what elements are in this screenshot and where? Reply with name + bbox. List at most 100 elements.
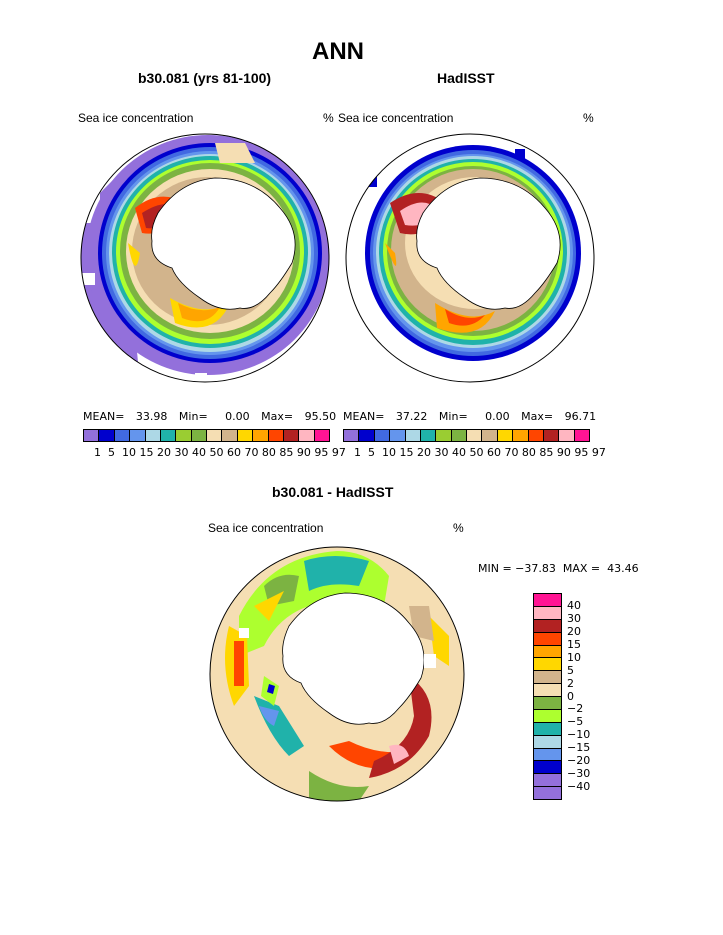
panel2-colorbar-labels: 1 5 10 15 20 30 40 50 60 70 80 85 90 95 …: [354, 446, 606, 459]
colorbar-swatch: [374, 430, 391, 441]
diff-colorbar-swatch: [534, 787, 561, 799]
panel2-min-value: 0.00: [485, 410, 510, 423]
panel2-mean-label: MEAN=: [343, 410, 385, 423]
colorbar-swatch: [344, 430, 360, 441]
panel1-map: [80, 133, 330, 383]
panel1-min-label: Min=: [178, 410, 208, 423]
diff-colorbar-swatch: [534, 684, 561, 697]
colorbar-swatch: [191, 430, 207, 441]
diff-title: b30.081 - HadISST: [272, 484, 394, 500]
diff-units: %: [453, 521, 464, 535]
panel2-map-field: [346, 134, 594, 382]
diff-colorbar-label: 0: [567, 689, 574, 703]
colorbar-swatch: [268, 430, 284, 441]
diff-map-field: [210, 547, 464, 801]
diff-colorbar-swatch: [534, 761, 561, 775]
panel1-mean-label: MEAN=: [83, 410, 125, 423]
colorbar-swatch: [176, 430, 192, 441]
diff-colorbar-swatch: [534, 709, 561, 723]
diff-colorbar-label: −10: [567, 728, 591, 742]
colorbar-swatch: [482, 430, 498, 441]
panel1-left-label: Sea ice concentration: [78, 111, 194, 125]
diff-colorbar-labels: 40 30 20 15 10 5 2 0 −2 −5 −10 −15 −20 −30 −40: [567, 593, 627, 800]
panel1-max-value: 95.50: [304, 410, 337, 423]
diff-colorbar-label: 20: [567, 624, 581, 638]
diff-colorbar-swatch: [534, 645, 561, 659]
diff-colorbar-swatch: [534, 606, 561, 620]
colorbar-swatch: [160, 430, 177, 441]
diff-colorbar-swatch: [534, 658, 561, 672]
diff-colorbar-swatch: [534, 722, 561, 736]
colorbar-swatch: [390, 430, 406, 441]
diff-colorbar-label: −20: [567, 754, 591, 768]
colorbar-swatch: [130, 430, 146, 441]
colorbar-swatch: [253, 430, 269, 441]
diff-colorbar: [533, 593, 562, 800]
panel1-title: b30.081 (yrs 81-100): [138, 70, 272, 86]
diff-colorbar-label: −2: [567, 702, 584, 716]
panel2-title: HadISST: [437, 70, 495, 86]
panel1-units: %: [323, 111, 334, 125]
diff-colorbar-swatch: [534, 774, 561, 788]
diff-colorbar-label: 5: [567, 663, 574, 677]
colorbar-swatch: [283, 430, 300, 441]
diff-colorbar-label: −5: [567, 715, 584, 729]
colorbar-swatch: [497, 430, 514, 441]
diff-colorbar-label: 10: [567, 650, 581, 664]
panel2-mean-value: 37.22: [395, 410, 428, 423]
diff-colorbar-swatch: [534, 697, 561, 710]
diff-colorbar-label: 30: [567, 611, 581, 625]
diff-colorbar-swatch: [534, 594, 561, 607]
panel2-max-label: Max=: [521, 410, 554, 423]
panel1-colorbar: [83, 429, 330, 442]
colorbar-swatch: [436, 430, 452, 441]
diff-map: [209, 546, 465, 802]
diff-colorbar-label: −40: [567, 780, 591, 794]
colorbar-swatch: [574, 430, 589, 441]
panel2-map: [345, 133, 595, 383]
colorbar-swatch: [299, 430, 315, 441]
diff-colorbar-label: −15: [567, 741, 591, 755]
diff-colorbar-swatch: [534, 748, 561, 762]
panel1-map-field: [81, 134, 329, 382]
panel1-max-label: Max=: [261, 410, 294, 423]
colorbar-swatch: [420, 430, 437, 441]
panel2-max-value: 96.71: [564, 410, 597, 423]
colorbar-swatch: [314, 430, 329, 441]
panel1-min-value: 0.00: [225, 410, 250, 423]
panel2-min-label: Min=: [438, 410, 468, 423]
diff-colorbar-swatch: [534, 632, 561, 646]
diff-minmax: MIN = −37.83 MAX = 43.46: [478, 562, 639, 575]
diff-left-label: Sea ice concentration: [208, 521, 324, 535]
colorbar-swatch: [237, 430, 254, 441]
colorbar-swatch: [528, 430, 544, 441]
diff-colorbar-label: 2: [567, 676, 574, 690]
panel2-units: %: [583, 111, 594, 125]
panel2-left-label: Sea ice concentration: [338, 111, 454, 125]
colorbar-swatch: [543, 430, 560, 441]
colorbar-swatch: [359, 430, 375, 441]
diff-colorbar-label: 40: [567, 598, 581, 612]
colorbar-swatch: [559, 430, 575, 441]
figure-title: ANN: [312, 38, 364, 65]
panel1-stats: MEAN= 33.98 Min= 0.00 Max= 95.50: [83, 410, 336, 423]
panel2-stats: MEAN= 37.22 Min= 0.00 Max= 96.71: [343, 410, 596, 423]
panel1-mean-value: 33.98: [135, 410, 168, 423]
colorbar-swatch: [114, 430, 131, 441]
diff-colorbar-swatch: [534, 671, 561, 685]
colorbar-swatch: [99, 430, 115, 441]
colorbar-swatch: [222, 430, 238, 441]
diff-colorbar-swatch: [534, 619, 561, 633]
colorbar-swatch: [451, 430, 467, 441]
colorbar-swatch: [145, 430, 161, 441]
diff-colorbar-label: −30: [567, 767, 591, 781]
colorbar-swatch: [513, 430, 529, 441]
colorbar-swatch: [467, 430, 483, 441]
panel2-colorbar: [343, 429, 590, 442]
colorbar-swatch: [207, 430, 223, 441]
diff-colorbar-label: 15: [567, 637, 581, 651]
diff-colorbar-swatch: [534, 735, 561, 749]
colorbar-swatch: [405, 430, 421, 441]
colorbar-swatch: [84, 430, 100, 441]
